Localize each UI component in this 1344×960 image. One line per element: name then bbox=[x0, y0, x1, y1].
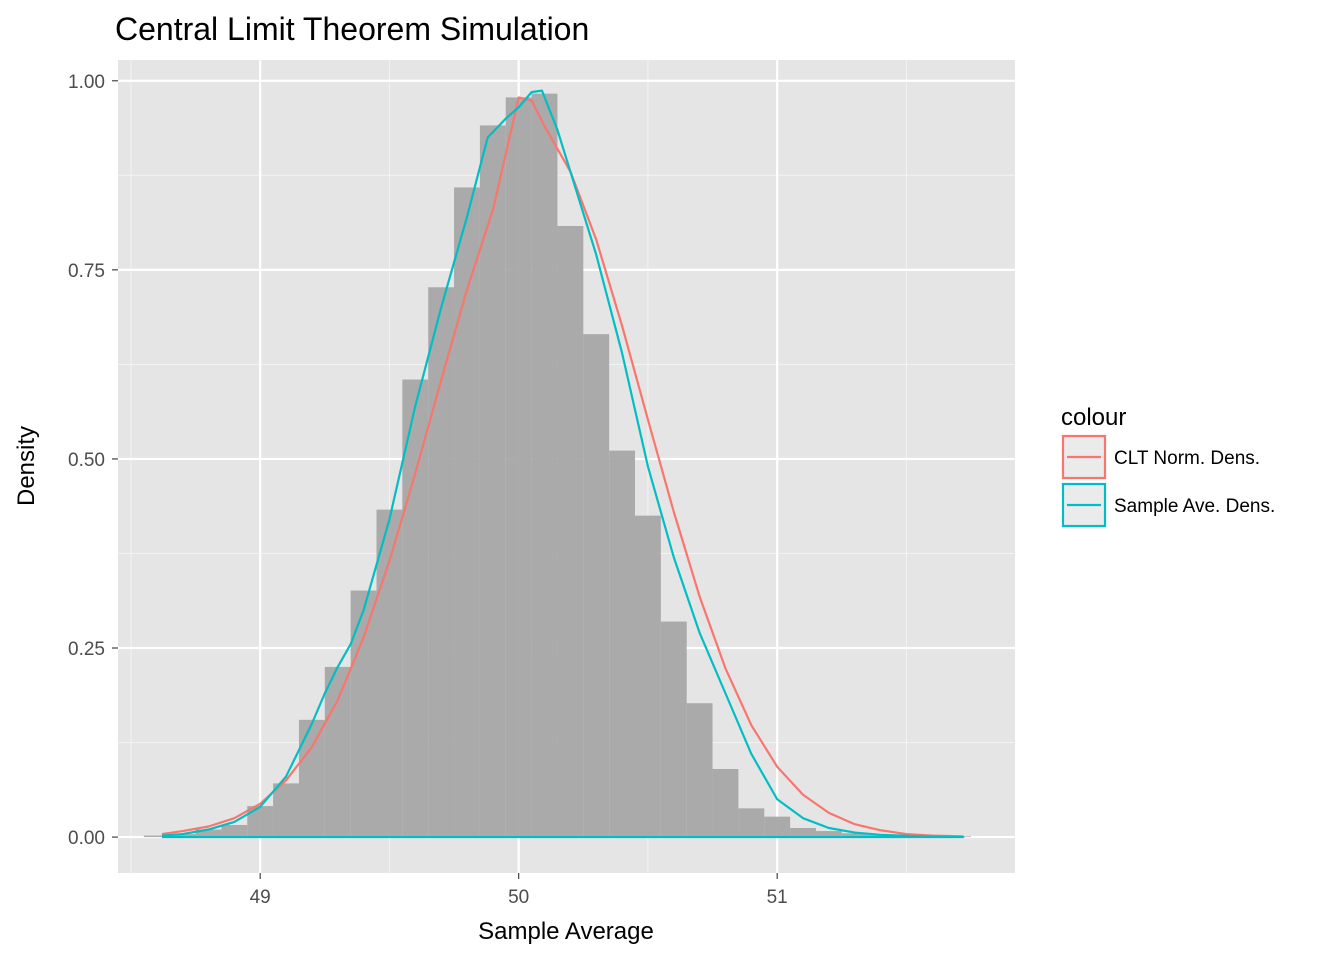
axis-ticks bbox=[112, 80, 778, 879]
chart-title: Central Limit Theorem Simulation bbox=[115, 11, 589, 47]
x-axis-title: Sample Average bbox=[478, 918, 654, 945]
histogram-bar bbox=[454, 187, 480, 838]
histogram-bar bbox=[479, 125, 506, 838]
histogram-bar bbox=[350, 590, 377, 838]
histogram-bar bbox=[531, 93, 558, 838]
x-tick-label: 50 bbox=[508, 887, 529, 908]
density-lines bbox=[161, 89, 965, 839]
histogram-bar bbox=[195, 829, 222, 838]
histogram-bar bbox=[635, 515, 661, 838]
histogram-bar bbox=[815, 831, 842, 838]
y-tick-label: 0.75 bbox=[68, 261, 105, 282]
histogram-bar bbox=[790, 828, 816, 838]
histogram-bar bbox=[609, 450, 636, 838]
clt-normal-density-line bbox=[161, 96, 964, 838]
histogram-bar bbox=[298, 719, 325, 838]
legend-label: CLT Norm. Dens. bbox=[1114, 448, 1260, 469]
histogram-bar bbox=[712, 769, 739, 838]
x-tick-label: 51 bbox=[767, 887, 788, 908]
histogram-bar bbox=[738, 808, 765, 838]
histogram-bar bbox=[428, 287, 455, 838]
histogram-bar bbox=[867, 834, 894, 838]
y-tick-label: 0.25 bbox=[68, 639, 105, 660]
y-tick-label: 0.50 bbox=[68, 450, 105, 471]
histogram-bar bbox=[841, 833, 868, 838]
histogram-bar bbox=[402, 379, 429, 838]
histogram-bar bbox=[557, 226, 584, 838]
histogram-bar bbox=[221, 824, 248, 838]
histogram-bar bbox=[686, 703, 713, 838]
histogram-bar bbox=[324, 666, 351, 838]
histogram-bar bbox=[143, 835, 170, 838]
legend-label: Sample Ave. Dens. bbox=[1114, 496, 1275, 517]
legend: colour CLT Norm. Dens. Sample Ave. Dens. bbox=[1061, 404, 1275, 528]
histogram-bar bbox=[583, 334, 610, 838]
histogram-bar bbox=[505, 97, 532, 838]
histogram-bar bbox=[764, 816, 791, 838]
axis-tick-labels: 49 50 51 0.00 0.25 0.50 0.75 1.00 bbox=[68, 72, 788, 908]
histogram-bar bbox=[247, 806, 274, 838]
y-tick-label: 0.00 bbox=[68, 828, 105, 849]
histogram-bar bbox=[273, 783, 299, 838]
legend-title: colour bbox=[1061, 404, 1126, 431]
y-axis-title: Density bbox=[13, 426, 40, 506]
y-tick-label: 1.00 bbox=[68, 72, 105, 93]
histogram-bar bbox=[169, 834, 196, 838]
histogram-bar bbox=[660, 621, 687, 838]
x-tick-label: 49 bbox=[250, 887, 271, 908]
sample-average-density-line bbox=[161, 89, 965, 839]
